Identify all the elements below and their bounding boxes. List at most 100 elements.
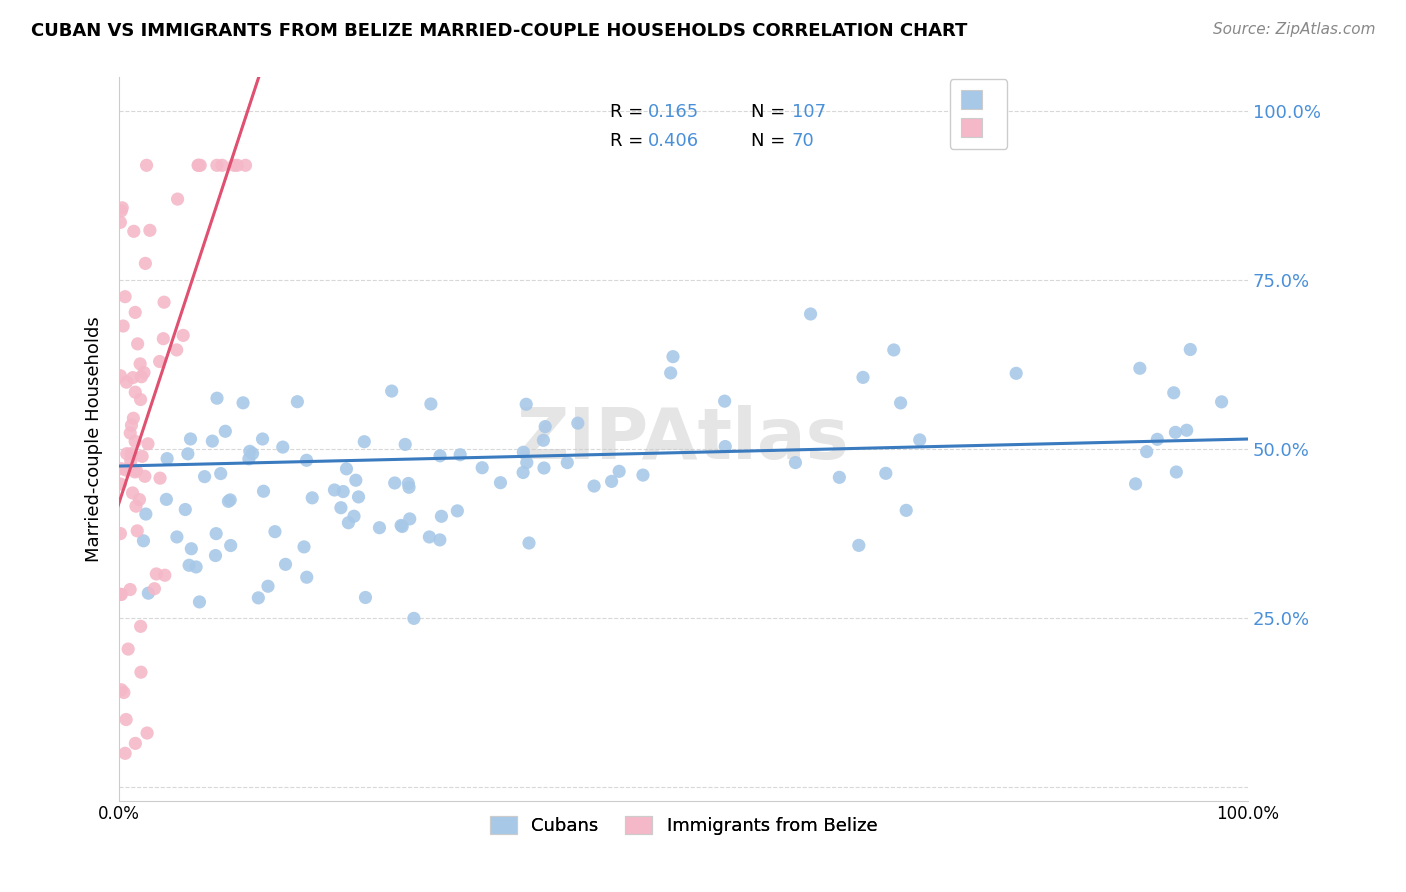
Y-axis label: Married-couple Households: Married-couple Households <box>86 316 103 562</box>
Point <box>125 499 148 513</box>
Point <box>120 454 142 468</box>
Point <box>828 470 851 484</box>
Point <box>235 158 257 172</box>
Point <box>332 484 354 499</box>
Point <box>274 558 297 572</box>
Point <box>512 466 534 480</box>
Point <box>134 256 156 270</box>
Point <box>287 394 309 409</box>
Point <box>132 366 155 380</box>
Point <box>153 295 176 310</box>
Point <box>883 343 905 357</box>
Text: CUBAN VS IMMIGRANTS FROM BELIZE MARRIED-COUPLE HOUSEHOLDS CORRELATION CHART: CUBAN VS IMMIGRANTS FROM BELIZE MARRIED-… <box>31 22 967 40</box>
Point <box>329 500 352 515</box>
Point <box>295 453 318 467</box>
Point <box>149 354 172 368</box>
Point <box>430 509 453 524</box>
Point <box>179 558 201 573</box>
Point <box>368 521 391 535</box>
Point <box>121 418 143 433</box>
Point <box>124 434 146 449</box>
Point <box>567 416 589 430</box>
Text: 0.406: 0.406 <box>647 132 699 150</box>
Point <box>347 490 370 504</box>
Point <box>219 492 242 507</box>
Point <box>785 456 807 470</box>
Text: 70: 70 <box>792 132 814 150</box>
Legend: Cubans, Immigrants from Belize: Cubans, Immigrants from Belize <box>482 808 884 842</box>
Point <box>174 502 197 516</box>
Point <box>1211 394 1233 409</box>
Point <box>1164 425 1187 440</box>
Point <box>138 586 160 600</box>
Point <box>257 579 280 593</box>
Text: Source: ZipAtlas.com: Source: ZipAtlas.com <box>1212 22 1375 37</box>
Point <box>890 396 912 410</box>
Point <box>124 385 146 400</box>
Point <box>134 469 156 483</box>
Point <box>489 475 512 490</box>
Point <box>242 446 264 460</box>
Point <box>129 665 152 680</box>
Point <box>394 437 416 451</box>
Point <box>114 290 136 304</box>
Point <box>211 158 233 172</box>
Point <box>214 424 236 438</box>
Point <box>446 504 468 518</box>
Point <box>205 158 228 172</box>
Point <box>848 538 870 552</box>
Point <box>120 426 142 441</box>
Point <box>353 434 375 449</box>
Point <box>398 512 420 526</box>
Point <box>136 437 159 451</box>
Point <box>1163 385 1185 400</box>
Point <box>193 469 215 483</box>
Text: R =: R = <box>610 103 650 120</box>
Point <box>209 467 232 481</box>
Point <box>110 587 132 601</box>
Point <box>531 434 554 448</box>
Point <box>129 619 152 633</box>
Point <box>301 491 323 505</box>
Point <box>238 451 260 466</box>
Point <box>135 158 157 172</box>
Point <box>149 471 172 485</box>
Point <box>152 332 174 346</box>
Point <box>115 713 138 727</box>
Point <box>115 375 138 389</box>
Point <box>271 440 294 454</box>
Point <box>1129 361 1152 376</box>
Point <box>143 582 166 596</box>
Point <box>153 568 176 582</box>
Point <box>156 451 179 466</box>
Point <box>600 475 623 489</box>
Point <box>429 533 451 547</box>
Point <box>239 444 262 458</box>
Point <box>344 473 367 487</box>
Point <box>117 642 139 657</box>
Point <box>226 158 249 172</box>
Point <box>205 391 228 405</box>
Point <box>1146 433 1168 447</box>
Point <box>118 462 141 476</box>
Point <box>908 433 931 447</box>
Point <box>155 492 177 507</box>
Point <box>247 591 270 605</box>
Point <box>112 685 135 699</box>
Point <box>354 591 377 605</box>
Point <box>131 369 153 384</box>
Point <box>110 682 132 697</box>
Point <box>292 540 315 554</box>
Point <box>515 397 537 411</box>
Point <box>111 201 134 215</box>
Point <box>264 524 287 539</box>
Text: ZIPAtlas: ZIPAtlas <box>517 405 849 474</box>
Text: N =: N = <box>751 132 792 150</box>
Point <box>124 736 146 750</box>
Point <box>127 524 149 538</box>
Point <box>121 370 143 384</box>
Point <box>188 158 211 172</box>
Text: 0.165: 0.165 <box>647 103 699 120</box>
Point <box>120 582 142 597</box>
Point <box>852 370 875 384</box>
